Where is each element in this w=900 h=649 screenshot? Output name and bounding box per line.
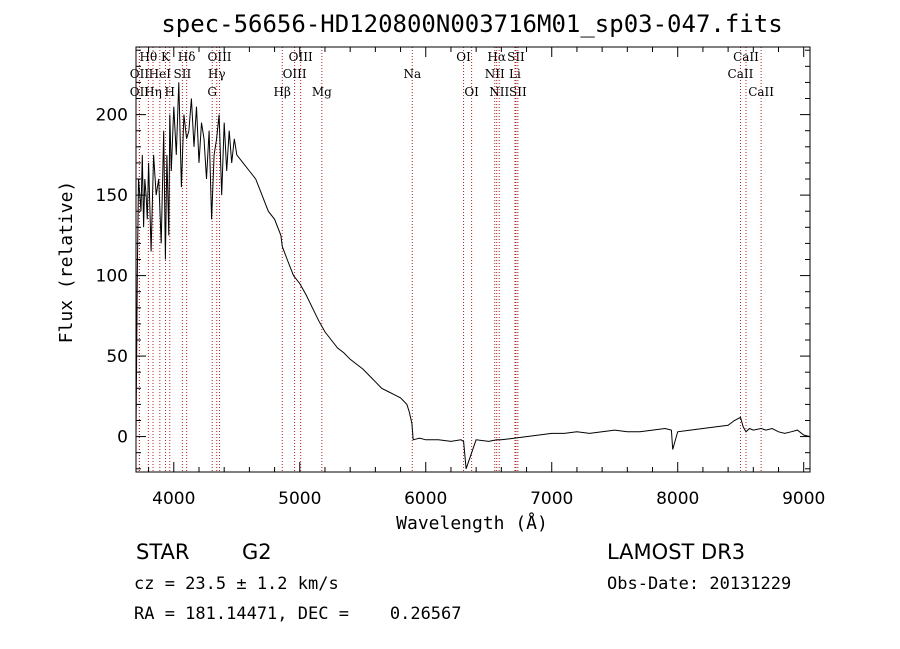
marker-label: K [161, 50, 171, 64]
axis-ticks: 4000 5000 6000 7000 8000 9000 0 50 100 150 200 [96, 47, 825, 509]
coordinates: RA = 181.14471, DEC = 0.26567 [134, 604, 462, 624]
object-subclass: G2 [242, 540, 272, 564]
chart-title: spec-56656-HD120800N003716M01_sp03-047.f… [161, 10, 782, 38]
x-tick-label: 9000 [782, 489, 825, 509]
x-axis-label: Wavelength (Å) [396, 512, 548, 534]
object-type: STAR [136, 540, 190, 564]
marker-label: OI [456, 50, 471, 64]
marker-label: OII [130, 85, 150, 99]
marker-label: SII [174, 67, 192, 81]
marker-label: H [165, 85, 175, 99]
redshift-cz: cz = 23.5 ± 1.2 km/s [134, 574, 339, 594]
marker-label: CaII [733, 50, 759, 64]
x-tick-label: 5000 [278, 489, 321, 509]
y-tick-label: 100 [96, 267, 128, 287]
x-tick-label: 4000 [152, 489, 195, 509]
y-axis-label: Flux (relative) [56, 181, 77, 344]
marker-label: NII [489, 85, 509, 99]
marker-label: NII [485, 67, 505, 81]
marker-label: CaII [728, 67, 754, 81]
marker-label: OIII [289, 50, 313, 64]
marker-label: Hα [487, 50, 506, 64]
marker-label: OI [464, 85, 479, 99]
marker-label: CaII [748, 85, 774, 99]
marker-label: OIII [283, 67, 307, 81]
survey-name: LAMOST DR3 [607, 540, 746, 564]
y-tick-label: 0 [117, 428, 128, 448]
marker-label: SII [509, 85, 527, 99]
marker-label: Hδ [178, 50, 196, 64]
y-tick-label: 50 [106, 347, 128, 367]
marker-label: Li [509, 67, 521, 81]
marker-label: Hγ [208, 67, 226, 81]
x-tick-label: 6000 [404, 489, 447, 509]
marker-label: Hβ [274, 85, 291, 99]
marker-label: HeI [149, 67, 172, 81]
y-tick-label: 150 [96, 186, 128, 206]
plot-frame [135, 46, 811, 473]
x-tick-label: 7000 [530, 489, 573, 509]
marker-label: Mg [312, 85, 332, 99]
y-tick-label: 200 [96, 106, 128, 126]
marker-label: Na [403, 67, 421, 81]
spectrum-line [135, 82, 811, 469]
marker-label: Hθ [139, 50, 157, 64]
x-tick-label: 8000 [656, 489, 699, 509]
marker-label: SII [507, 50, 525, 64]
marker-label: G [207, 85, 217, 99]
marker-label: Hη [144, 85, 162, 99]
observation-date: Obs-Date: 20131229 [607, 574, 792, 594]
marker-label: OIII [207, 50, 231, 64]
